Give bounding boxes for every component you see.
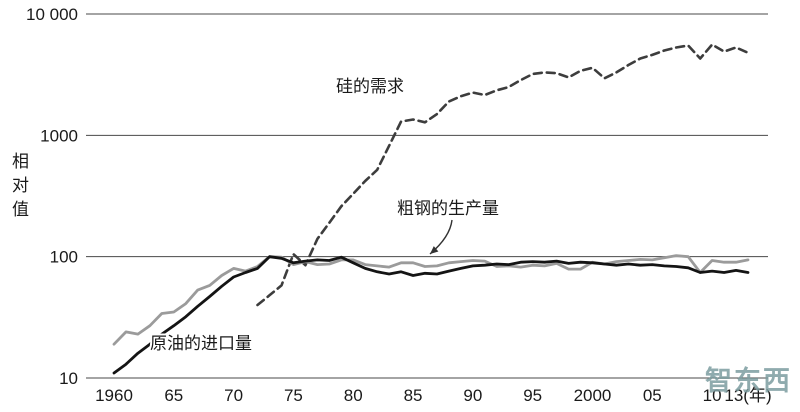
x-tick-label: 80 bbox=[344, 386, 363, 405]
y-tick-label: 10 bbox=[59, 369, 78, 388]
series-crude-oil-imports bbox=[112, 255, 750, 375]
watermark: 智东西 bbox=[705, 366, 792, 396]
x-tick-label: 13(年) bbox=[724, 386, 771, 405]
annotation-label: 粗钢的生产量 bbox=[397, 199, 499, 218]
x-tick-label: 2000 bbox=[574, 386, 612, 405]
annotation-label: 硅的需求 bbox=[336, 77, 404, 96]
series-crude-steel-production bbox=[112, 254, 750, 346]
y-tick-label: 10 000 bbox=[26, 5, 78, 24]
x-tick-label: 95 bbox=[523, 386, 542, 405]
series-silicon-demand bbox=[256, 43, 750, 307]
y-axis-label: 相对值 bbox=[9, 152, 28, 224]
x-tick-label: 10 bbox=[703, 386, 722, 405]
x-tick-label: 70 bbox=[224, 386, 243, 405]
x-tick-label: 05 bbox=[643, 386, 662, 405]
y-tick-label: 1000 bbox=[40, 126, 78, 145]
annotation-arrowhead bbox=[430, 246, 439, 254]
x-tick-label: 90 bbox=[463, 386, 482, 405]
x-tick-label: 65 bbox=[164, 386, 183, 405]
x-tick-label: 75 bbox=[284, 386, 303, 405]
y-tick-label: 100 bbox=[50, 248, 78, 267]
annotation-label: 原油的进口量 bbox=[150, 334, 252, 353]
x-tick-label: 1960 bbox=[95, 386, 133, 405]
x-tick-label: 85 bbox=[404, 386, 423, 405]
